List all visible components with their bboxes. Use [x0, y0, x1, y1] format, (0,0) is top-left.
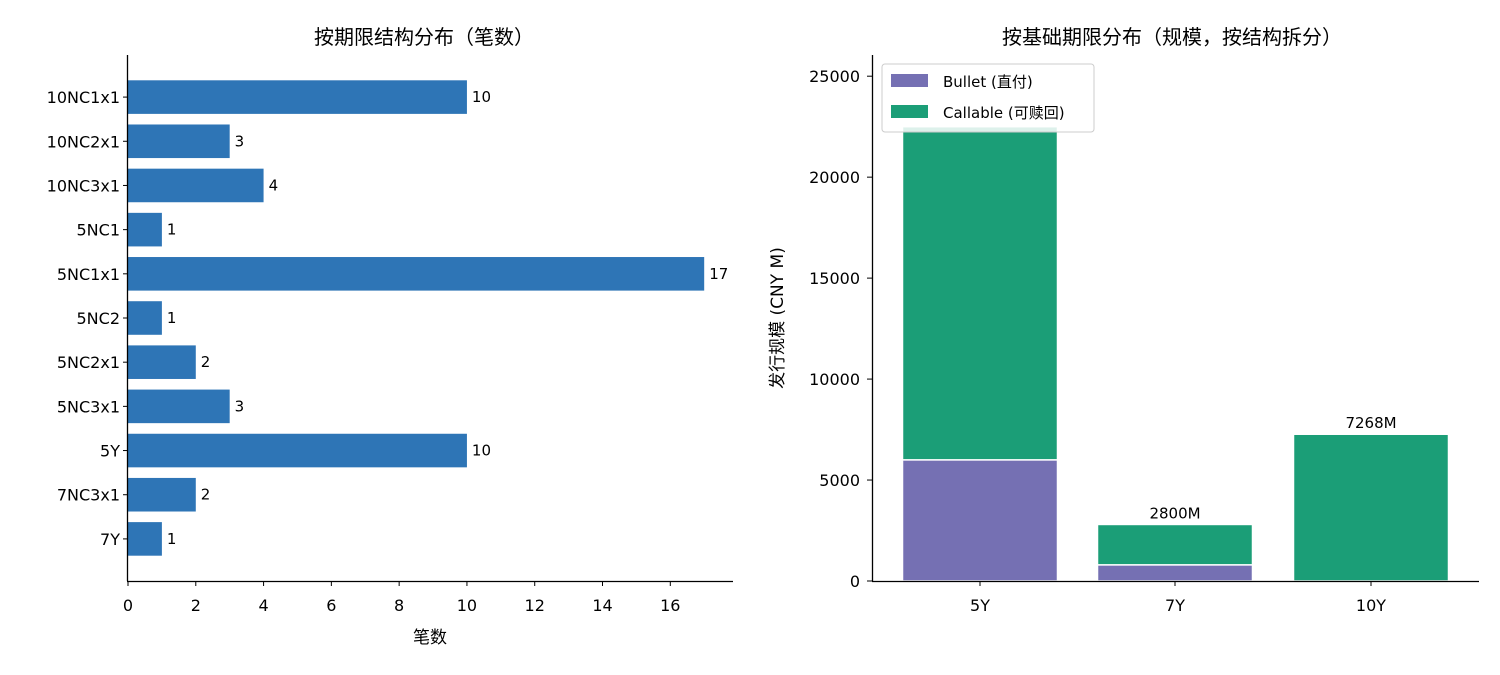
bar-7Y-callable [1096, 523, 1254, 566]
y-tick-label-10NC3x1: 10NC3x1 [47, 176, 120, 195]
x-tick-label: 0 [123, 596, 133, 615]
bar-10Y-callable [1292, 433, 1450, 582]
legend-label-callable: Callable (可赎回) [943, 104, 1065, 122]
y-tick-label-5NC1x1: 5NC1x1 [57, 265, 120, 284]
data-label-10NC3x1: 4 [269, 176, 279, 194]
x-tick-label: 8 [394, 596, 404, 615]
bar-10NC2x1 [128, 124, 230, 159]
data-label-5Y: 10 [472, 442, 491, 460]
data-label-7Y: 1 [167, 530, 177, 548]
data-label-5NC1: 1 [167, 221, 177, 239]
bar-5NC2 [128, 301, 162, 335]
x-axis-ticks: 5Y 7Y 10Y [970, 581, 1386, 615]
total-labels: 2800M 7268M [1149, 414, 1396, 522]
y-tick-label-5Y: 5Y [100, 442, 120, 461]
bar-10NC1x1 [128, 80, 467, 114]
x-tick-label-7Y: 7Y [1165, 596, 1185, 615]
y-tick-label-7NC3x1: 7NC3x1 [57, 486, 120, 505]
y-tick-label: 20000 [809, 168, 860, 187]
y-axis-ticks: 0 5000 10000 15000 20000 25000 [809, 67, 872, 591]
bar-5NC1x1 [128, 257, 705, 291]
x-tick-label: 10 [457, 596, 477, 615]
x-tick-label: 16 [660, 596, 680, 615]
bar-5Y-callable [901, 125, 1059, 461]
total-label-10Y: 7268M [1345, 414, 1396, 432]
data-label-5NC3x1: 3 [235, 397, 245, 415]
legend-box [881, 63, 1095, 133]
data-label-5NC2: 1 [167, 309, 177, 327]
y-axis-label: 发行规模 (CNY M) [768, 247, 788, 389]
x-tick-label: 12 [525, 596, 545, 615]
y-tick-label-7Y: 7Y [100, 530, 120, 549]
x-axis-ticks: 0 2 4 6 8 10 12 14 16 [123, 581, 680, 615]
y-tick-label: 10000 [809, 370, 860, 389]
x-tick-label: 14 [592, 596, 612, 615]
y-tick-label: 25000 [809, 67, 860, 86]
legend: Bullet (直付) Callable (可赎回) [881, 63, 1095, 133]
bar-5Y [128, 433, 467, 468]
legend-swatch-bullet [891, 74, 928, 87]
data-label-7NC3x1: 2 [201, 486, 211, 504]
bar-7Y [128, 522, 162, 556]
y-tick-label-5NC2: 5NC2 [77, 309, 121, 328]
bar-5NC1 [128, 212, 162, 247]
bar-5NC2x1 [128, 345, 196, 379]
data-label-5NC2x1: 2 [201, 353, 211, 371]
data-labels: 10 3 4 1 17 1 2 3 10 2 1 [167, 88, 728, 548]
data-label-5NC1x1: 17 [709, 265, 728, 283]
bar-5Y-bullet [901, 459, 1059, 582]
data-label-10NC2x1: 3 [235, 132, 245, 150]
x-tick-label: 6 [326, 596, 336, 615]
chart-title: 按基础期限分布（规模，按结构拆分） [1002, 25, 1342, 49]
bar-7NC3x1 [128, 477, 196, 512]
x-tick-label-10Y: 10Y [1356, 596, 1386, 615]
legend-label-bullet: Bullet (直付) [943, 73, 1033, 91]
y-tick-label-10NC1x1: 10NC1x1 [47, 88, 120, 107]
chart-title: 按期限结构分布（笔数） [314, 25, 534, 49]
legend-swatch-callable [891, 105, 928, 118]
y-tick-label: 5000 [819, 471, 860, 490]
chart-base-tenor-volume: 按基础期限分布（规模，按结构拆分） 2800M 7268M 0 5000 10000 1… [768, 25, 1479, 615]
x-tick-label-5Y: 5Y [970, 596, 990, 615]
x-axis-label: 笔数 [413, 628, 447, 648]
bar-5NC3x1 [128, 389, 230, 424]
y-tick-label-10NC2x1: 10NC2x1 [47, 132, 120, 151]
bar-10NC3x1 [128, 168, 264, 203]
y-tick-label-5NC1: 5NC1 [77, 221, 121, 240]
bars [128, 80, 705, 556]
bar-7Y-bullet [1096, 564, 1254, 582]
y-tick-label: 15000 [809, 269, 860, 288]
x-tick-label: 4 [258, 596, 268, 615]
y-tick-label-5NC2x1: 5NC2x1 [57, 353, 120, 372]
y-axis-ticks: 10NC1x1 10NC2x1 10NC3x1 5NC1 5NC1x1 5NC2 5NC2x… [47, 88, 128, 549]
x-tick-label: 2 [191, 596, 201, 615]
y-tick-label: 0 [850, 572, 860, 591]
total-label-7Y: 2800M [1149, 504, 1200, 522]
data-label-10NC1x1: 10 [472, 88, 491, 106]
stacked-bars [901, 125, 1450, 582]
y-tick-label-5NC3x1: 5NC3x1 [57, 397, 120, 416]
